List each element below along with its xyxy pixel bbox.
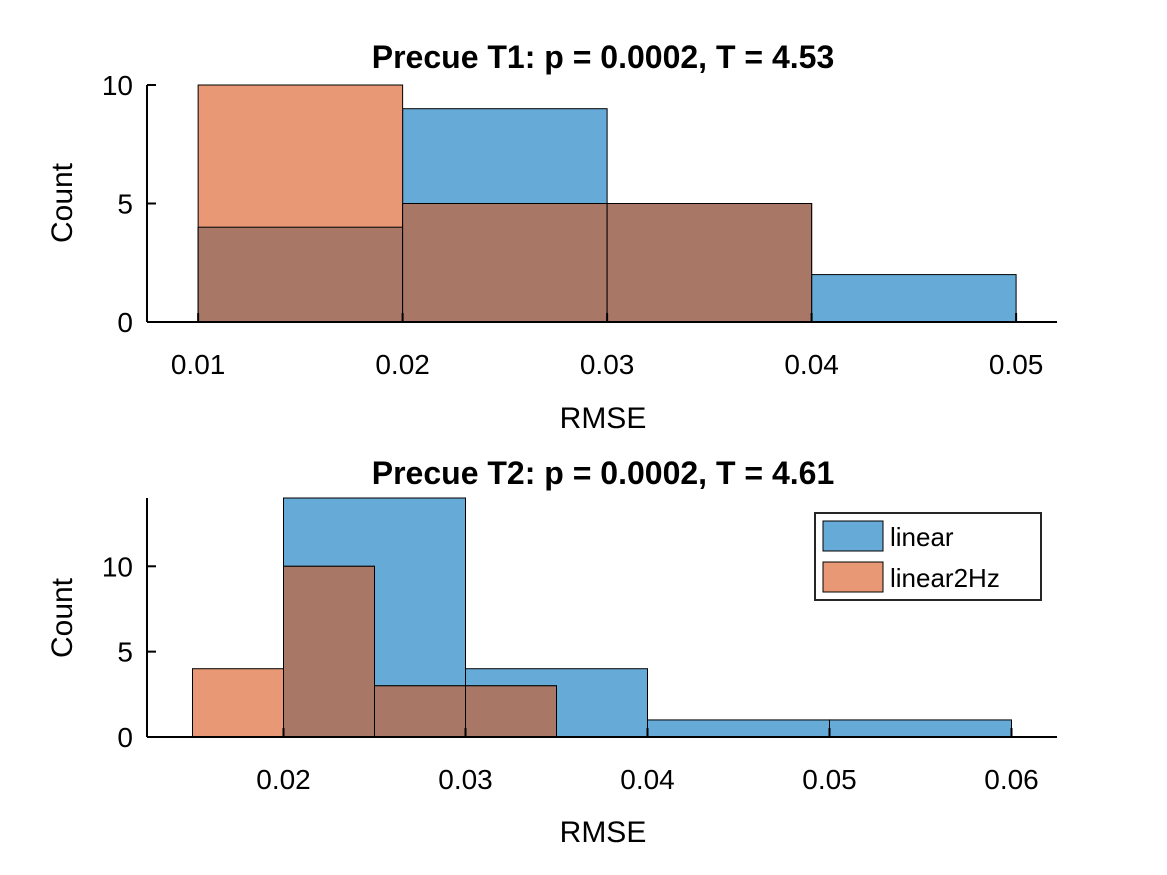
bar-overlap-2 — [606, 203, 813, 323]
y-tick-label: 5 — [117, 637, 133, 668]
legend-swatch-linear — [822, 520, 884, 552]
x-tick-label: 0.06 — [984, 764, 1039, 795]
x-tick-label: 0.02 — [375, 349, 430, 380]
panel-precue-t2: Precue T2: p = 0.0002, T = 4.61 0.02 0.03… — [46, 455, 1057, 849]
x-tick-label: 0.02 — [256, 764, 311, 795]
x-tick-label: 0.04 — [784, 349, 839, 380]
x-axis-label: RMSE — [560, 816, 647, 849]
y-tick-label: 10 — [102, 70, 133, 101]
bar-overlap-0 — [283, 565, 375, 738]
axes-group: 0.01 0.02 0.03 0.04 0.05 0 5 10 — [102, 70, 1057, 380]
x-tick-label: 0.05 — [802, 764, 857, 795]
x-tick-label: 0.03 — [438, 764, 493, 795]
legend: linear linear2Hz — [814, 512, 1042, 601]
chart-title: Precue T1: p = 0.0002, T = 4.53 — [372, 39, 834, 75]
bar-linear2hz-0 — [192, 668, 284, 738]
chart-title: Precue T2: p = 0.0002, T = 4.61 — [372, 455, 834, 491]
x-tick-label: 0.03 — [580, 349, 635, 380]
x-tick-label: 0.01 — [171, 349, 226, 380]
bars-group — [192, 497, 1012, 738]
x-tick-label: 0.04 — [620, 764, 675, 795]
bar-linear-3 — [811, 274, 1017, 323]
y-axis-label: Count — [46, 162, 79, 243]
bar-overlap-1 — [374, 685, 466, 738]
legend-swatch-linear2hz — [822, 561, 884, 593]
y-tick-label: 0 — [117, 307, 133, 338]
bars-group — [197, 84, 1017, 323]
bar-linear-3 — [829, 719, 1012, 738]
y-tick-label: 0 — [117, 722, 133, 753]
panel-precue-t1: Precue T1: p = 0.0002, T = 4.53 0.01 0.02… — [46, 39, 1057, 435]
y-axis-label: Count — [46, 577, 79, 658]
legend-label-linear2hz: linear2Hz — [890, 563, 1000, 593]
legend-label-linear: linear — [890, 522, 954, 552]
bar-overlap-1 — [402, 203, 608, 323]
bar-overlap-0 — [197, 226, 404, 323]
x-tick-label: 0.05 — [989, 349, 1044, 380]
bar-overlap-2 — [465, 685, 557, 738]
x-axis-label: RMSE — [560, 402, 647, 435]
y-tick-label: 5 — [117, 189, 133, 220]
bar-linear-2 — [647, 719, 830, 738]
axes-group: 0.02 0.03 0.04 0.05 0.06 0 5 10 — [102, 498, 1057, 795]
y-tick-label: 10 — [102, 551, 133, 582]
